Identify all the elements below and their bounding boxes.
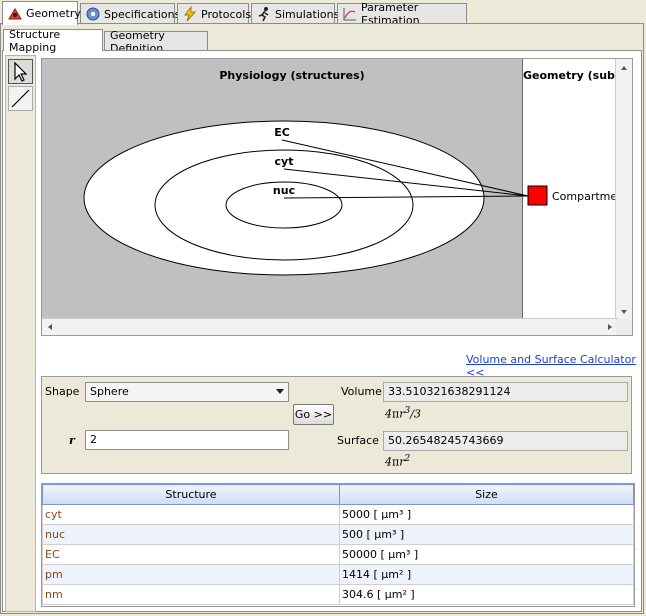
tab-structure-mapping[interactable]: Structure Mapping (3, 27, 103, 54)
chart-icon (342, 6, 358, 22)
structure-size-table: Structure Size cyt 5000 [ µm³ ] nuc 500 … (41, 483, 635, 607)
size-cell[interactable]: 500 [ µm³ ] (339, 524, 634, 545)
table-row[interactable]: nuc 500 [ µm³ ] (42, 524, 634, 545)
mapping-line-cyt (283, 168, 529, 197)
scroll-down-icon (621, 310, 627, 314)
surface-formula: 4πr2 (385, 454, 411, 469)
structure-cell: pm (42, 564, 340, 585)
compartment-label: Compartment (552, 190, 618, 203)
volume-value: 33.510321638291124 (388, 385, 511, 398)
surface-value: 50.26548245743669 (388, 434, 504, 447)
structure-cell: EC (42, 544, 340, 565)
shape-label: Shape (45, 385, 80, 398)
volume-surface-calculator-link[interactable]: Volume and Surface Calculator << (466, 353, 636, 379)
scroll-up-icon (621, 66, 627, 70)
radius-input-value: 2 (90, 433, 97, 446)
nuc-ellipse (225, 181, 343, 229)
table-row[interactable]: pm 1414 [ µm² ] (42, 564, 634, 585)
arrow-pointer-icon (14, 61, 28, 82)
surface-value-field: 50.26548245743669 (383, 431, 628, 451)
table-row[interactable]: EC 50000 [ µm³ ] (42, 544, 634, 565)
runner-icon (256, 6, 272, 22)
scrollbar-corner (616, 319, 632, 335)
tab-geometry[interactable]: Geometry (2, 1, 81, 25)
column-header-size[interactable]: Size (339, 484, 634, 505)
shape-select[interactable]: Sphere (85, 382, 289, 402)
line-icon (11, 89, 30, 108)
lightning-icon (182, 5, 198, 22)
compartment-square (527, 185, 548, 206)
surface-label: Surface (337, 434, 379, 447)
volume-label: Volume (341, 385, 382, 398)
structure-cell: cyt (42, 504, 340, 525)
shape-select-value: Sphere (90, 385, 129, 398)
radius-input[interactable]: 2 (85, 430, 289, 450)
scroll-right-icon (608, 324, 612, 330)
size-cell[interactable]: 1414 [ µm² ] (339, 564, 634, 585)
tab-structure-mapping-label: Structure Mapping (9, 27, 61, 54)
chevron-down-icon (276, 389, 284, 394)
tab-protocols[interactable]: Protocols (177, 3, 252, 24)
structure-label-cyt: cyt (275, 155, 294, 168)
column-header-structure[interactable]: Structure (42, 484, 340, 505)
size-cell[interactable]: 304.6 [ µm² ] (339, 584, 634, 605)
structure-cell: nuc (42, 524, 340, 545)
go-button-label: Go >> (294, 408, 333, 421)
physiology-title: Physiology (structures) (219, 69, 364, 82)
structure-mapping-diagram[interactable]: Physiology (structures) Geometry (subdo … (41, 58, 633, 336)
select-tool-button[interactable] (8, 59, 33, 84)
table-row[interactable]: cyt 5000 [ µm³ ] (42, 504, 634, 525)
volume-formula: 4πr3/3 (385, 406, 421, 421)
gear-icon (85, 6, 101, 22)
geometry-title: Geometry (subdo (523, 69, 618, 82)
line-tool-button[interactable] (8, 86, 33, 111)
scroll-left-icon (48, 324, 52, 330)
mapping-line-ec (281, 139, 529, 197)
volume-surface-calculator-panel: Shape Sphere Go >> r 2 Volume 33.5103216… (41, 376, 632, 474)
tab-geometry-definition[interactable]: Geometry Definition (104, 29, 208, 55)
table-row[interactable]: nm 304.6 [ µm² ] (42, 584, 634, 605)
diagram-horizontal-scrollbar[interactable] (42, 318, 618, 335)
diagram-vertical-scrollbar[interactable] (615, 59, 632, 321)
tab-parameter-estimation[interactable]: Parameter Estimation (337, 1, 467, 27)
geometry-icon (7, 6, 23, 22)
tab-protocols-label: Protocols (201, 7, 252, 21)
size-cell[interactable]: 5000 [ µm³ ] (339, 504, 634, 525)
structure-cell: nm (42, 584, 340, 605)
mapping-drawing: Physiology (structures) Geometry (subdo … (83, 69, 618, 276)
structure-label-nuc: nuc (273, 184, 295, 197)
go-button[interactable]: Go >> (293, 404, 334, 425)
tab-geometry-label: Geometry (26, 7, 81, 20)
size-cell[interactable]: 50000 [ µm³ ] (339, 544, 634, 565)
mapping-line-nuc (283, 195, 529, 199)
tab-simulations[interactable]: Simulations (251, 3, 339, 24)
r-label: r (69, 434, 75, 447)
tab-simulations-label: Simulations (275, 7, 340, 21)
diagram-toolbar (5, 55, 36, 612)
structure-label-ec: EC (274, 126, 290, 139)
volume-value-field: 33.510321638291124 (383, 382, 628, 402)
tab-specifications[interactable]: Specifications (80, 3, 180, 24)
tab-specifications-label: Specifications (104, 7, 181, 21)
